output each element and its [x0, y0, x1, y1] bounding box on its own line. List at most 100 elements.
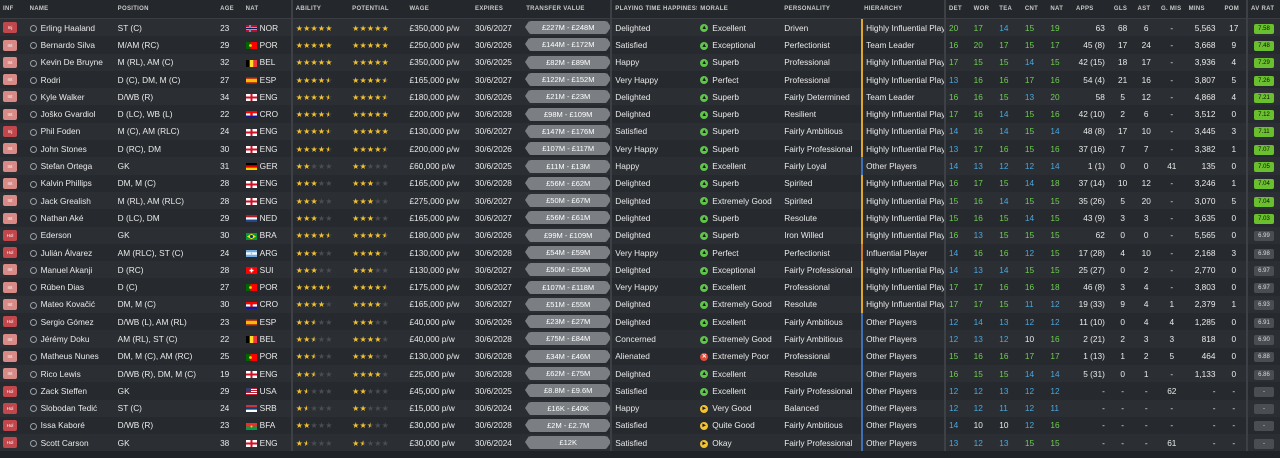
- inf-cell[interactable]: Int: [0, 70, 27, 89]
- player-name[interactable]: Ederson: [40, 230, 72, 241]
- table-row[interactable]: Int Matheus Nunes DM, M (C), AM (RC) 25 POR ★…: [0, 347, 1280, 365]
- table-row[interactable]: Int Manuel Akanji D (RC) 28 SUI ★★★★★ ★★★★★ £13…: [0, 261, 1280, 279]
- col-cnt[interactable]: CNT: [1021, 0, 1048, 19]
- inf-badge[interactable]: Int: [3, 39, 17, 51]
- col-wage[interactable]: WAGE: [406, 0, 473, 19]
- name-cell[interactable]: Rico Lewis: [26, 364, 115, 383]
- player-name[interactable]: Mateo Kovačić: [40, 299, 96, 310]
- table-row[interactable]: Inj Erling Haaland ST (C) 23 NOR ★★★★★ ★★★★★ £3…: [0, 18, 1280, 37]
- inf-badge[interactable]: Int: [3, 108, 17, 120]
- inf-badge[interactable]: Int: [3, 299, 17, 311]
- name-cell[interactable]: Stefan Ortega: [26, 157, 115, 175]
- player-name[interactable]: Zack Steffen: [40, 385, 88, 396]
- inf-badge[interactable]: Hol: [3, 316, 17, 328]
- col-wor[interactable]: WOR: [970, 0, 997, 19]
- name-cell[interactable]: Kalvin Phillips: [26, 174, 115, 192]
- name-cell[interactable]: Phil Foden: [26, 122, 115, 141]
- inf-cell[interactable]: Int: [0, 261, 27, 279]
- name-cell[interactable]: Zack Steffen: [26, 382, 115, 400]
- inf-badge[interactable]: Hol: [3, 420, 17, 432]
- inf-badge[interactable]: Int: [3, 368, 17, 380]
- inf-cell[interactable]: Int: [0, 88, 27, 106]
- player-name[interactable]: Erling Haaland: [40, 22, 96, 33]
- inf-cell[interactable]: Hol: [0, 434, 27, 452]
- col-tea[interactable]: TEA: [996, 0, 1022, 19]
- name-cell[interactable]: Ederson: [26, 226, 115, 244]
- table-row[interactable]: Int Mateo Kovačić DM, M (C) 30 CRO ★★★★★ ★★★★★…: [0, 295, 1280, 314]
- inf-badge[interactable]: Inj: [3, 22, 17, 34]
- col-det[interactable]: DET: [944, 0, 971, 19]
- inf-cell[interactable]: Int: [0, 295, 27, 314]
- name-cell[interactable]: Slobodan Tedić: [26, 399, 115, 417]
- col-age[interactable]: AGE: [217, 0, 243, 19]
- name-cell[interactable]: Joško Gvardiol: [26, 105, 115, 123]
- inf-badge[interactable]: Hol: [3, 385, 17, 397]
- inf-cell[interactable]: Hol: [0, 313, 27, 331]
- inf-badge[interactable]: Hol: [3, 437, 17, 449]
- inf-cell[interactable]: Int: [0, 347, 27, 365]
- col-av-rat[interactable]: AV RAT: [1246, 0, 1280, 19]
- player-name[interactable]: Rúben Dias: [40, 282, 84, 293]
- col-playing-time-happiness[interactable]: PLAYING TIME HAPPINESS: [610, 0, 698, 19]
- name-cell[interactable]: Scott Carson: [26, 434, 115, 452]
- name-cell[interactable]: Jérémy Doku: [26, 330, 115, 348]
- name-cell[interactable]: Nathan Aké: [26, 209, 115, 227]
- table-row[interactable]: Inj Phil Foden M (C), AM (RLC) 24 ENG ★★★★★ ★★…: [0, 122, 1280, 141]
- name-cell[interactable]: Matheus Nunes: [26, 347, 115, 365]
- player-name[interactable]: Rodri: [40, 74, 61, 85]
- col-ability[interactable]: ABILITY: [290, 0, 350, 19]
- col-pom[interactable]: POM: [1221, 0, 1248, 19]
- table-row[interactable]: Hol Slobodan Tedić ST (C) 24 SRB ★★★★★ ★★★★★ £1…: [0, 399, 1280, 417]
- name-cell[interactable]: Sergio Gómez: [26, 313, 115, 331]
- name-cell[interactable]: Kevin De Bruyne: [26, 53, 115, 71]
- table-row[interactable]: Int Kalvin Phillips DM, M (C) 28 ENG ★★★★★ ★★★…: [0, 174, 1280, 192]
- inf-badge[interactable]: Int: [3, 195, 17, 207]
- col-gls[interactable]: GLS: [1110, 0, 1135, 19]
- player-name[interactable]: Rico Lewis: [40, 368, 81, 379]
- name-cell[interactable]: Manuel Akanji: [26, 261, 115, 279]
- player-name[interactable]: Matheus Nunes: [40, 351, 99, 362]
- col-g-mis[interactable]: G. MIS: [1157, 0, 1186, 19]
- inf-badge[interactable]: Int: [3, 160, 17, 172]
- player-name[interactable]: Kalvin Phillips: [40, 178, 92, 189]
- inf-badge[interactable]: Hol: [3, 402, 17, 414]
- player-name[interactable]: John Stones: [40, 143, 87, 154]
- col-apps[interactable]: APPS: [1073, 0, 1111, 19]
- inf-cell[interactable]: Int: [0, 140, 27, 158]
- inf-badge[interactable]: Int: [3, 333, 17, 345]
- player-name[interactable]: Jack Grealish: [40, 195, 91, 206]
- player-name[interactable]: Kyle Walker: [40, 91, 85, 102]
- inf-cell[interactable]: Int: [0, 105, 27, 123]
- inf-cell[interactable]: Hol: [0, 382, 27, 400]
- player-name[interactable]: Jérémy Doku: [40, 333, 90, 344]
- col-expires[interactable]: EXPIRES: [472, 0, 524, 19]
- inf-badge[interactable]: Int: [3, 143, 17, 155]
- col-name[interactable]: NAME: [26, 0, 115, 19]
- table-row[interactable]: Int Stefan Ortega GK 31 GER ★★★★★ ★★★★★ £60,000…: [0, 157, 1280, 175]
- table-row[interactable]: Int Nathan Aké D (LC), DM 29 NED ★★★★★ ★★★★★ £1…: [0, 209, 1280, 227]
- inf-badge[interactable]: Hol: [3, 229, 17, 241]
- name-cell[interactable]: Julián Álvarez: [26, 243, 115, 262]
- inf-badge[interactable]: Int: [3, 281, 17, 293]
- col-potential[interactable]: POTENTIAL: [349, 0, 407, 19]
- player-name[interactable]: Bernardo Silva: [40, 39, 96, 50]
- table-row[interactable]: Int Joško Gvardiol D (LC), WB (L) 22 CRO ★★★★…: [0, 105, 1280, 123]
- inf-badge[interactable]: Int: [3, 264, 17, 276]
- name-cell[interactable]: Mateo Kovačić: [26, 295, 115, 314]
- inf-cell[interactable]: Hol: [0, 243, 27, 262]
- player-name[interactable]: Julián Álvarez: [40, 247, 93, 258]
- table-row[interactable]: Int Rico Lewis D/WB (R), DM, M (C) 19 ENG ★★★…: [0, 364, 1280, 383]
- col-morale[interactable]: MORALE: [697, 0, 782, 19]
- player-name[interactable]: Issa Kaboré: [40, 420, 85, 431]
- name-cell[interactable]: Rodri: [26, 70, 115, 89]
- col-inf[interactable]: INF: [0, 0, 27, 19]
- inf-cell[interactable]: Int: [0, 53, 27, 71]
- name-cell[interactable]: Rúben Dias: [26, 278, 115, 296]
- inf-cell[interactable]: Inj: [0, 122, 27, 141]
- table-row[interactable]: Int Rúben Dias D (C) 27 POR ★★★★★ ★★★★★ £175,00…: [0, 278, 1280, 296]
- col-hierarchy[interactable]: HIERARCHY: [861, 0, 946, 19]
- inf-cell[interactable]: Hol: [0, 416, 27, 435]
- table-row[interactable]: Int Kyle Walker D/WB (R) 34 ENG ★★★★★ ★★★★★ £18…: [0, 88, 1280, 106]
- inf-cell[interactable]: Int: [0, 330, 27, 348]
- table-row[interactable]: Int Bernardo Silva M/AM (RC) 29 POR ★★★★★ ★★★★…: [0, 36, 1280, 54]
